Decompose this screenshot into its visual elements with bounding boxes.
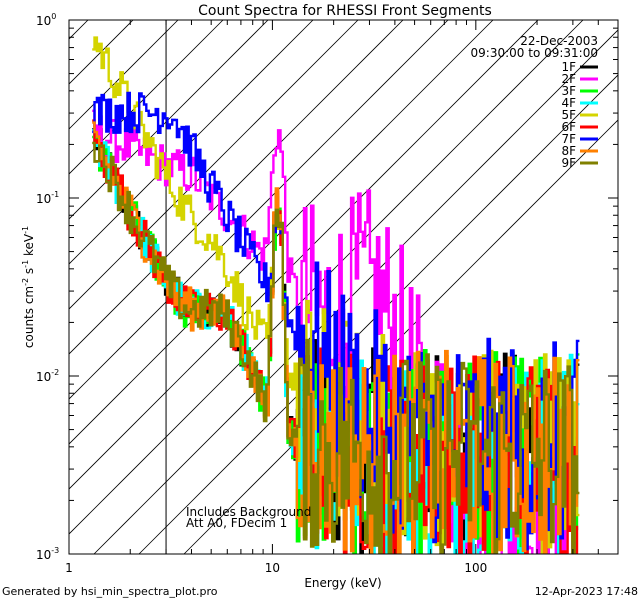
legend-label: 6F: [561, 120, 576, 134]
date-label: 22-Dec-2003: [520, 34, 598, 48]
y-axis-label: counts cm-2 s-1 keV-1: [21, 226, 36, 348]
axis-ticks: 1 10 100 100 10-1 10-2 10-3: [36, 12, 619, 575]
legend-label: 8F: [561, 144, 576, 158]
y-label-exp-3: -1: [21, 226, 30, 234]
y-tick-label: 100: [36, 12, 56, 28]
footer-timestamp: 12-Apr-2023 17:48: [535, 585, 638, 598]
legend-label: 1F: [561, 60, 576, 74]
hatch-line: [69, 20, 269, 220]
legend-label: 3F: [561, 84, 576, 98]
hatch-line: [69, 20, 89, 40]
time-range-label: 09:30:00 to 09:31:00: [471, 46, 598, 60]
plot-frame: [68, 19, 619, 555]
legend-label: 5F: [561, 108, 576, 122]
x-axis-label: Energy (keV): [304, 576, 381, 590]
hatch-line: [138, 74, 618, 554]
y-label-unit-s: s: [22, 268, 36, 278]
annotation-background: Includes Background: [186, 505, 311, 519]
series-line-7F: [92, 91, 580, 551]
legend-label: 2F: [561, 72, 576, 86]
footer-generated-by: Generated by hsi_min_spectra_plot.pro: [2, 585, 218, 598]
y-label-main: counts cm: [22, 286, 36, 348]
series-line-9F: [92, 141, 580, 554]
legend-label: 7F: [561, 132, 576, 146]
hatch-line: [69, 20, 359, 310]
chart-title: Count Spectra for RHESSI Front Segments: [198, 3, 492, 19]
y-tick-label: 10-3: [36, 546, 59, 562]
y-label-exp-2: -1: [21, 260, 30, 268]
x-tick-label: 1: [65, 561, 73, 575]
hatch-line: [93, 29, 618, 554]
legend-label: 9F: [561, 156, 576, 170]
y-label-unit-kev: keV: [22, 233, 36, 260]
annotation-attenuator: Att A0, FDecim 1: [186, 516, 287, 530]
hatch-line: [69, 20, 179, 130]
y-tick-label: 10-1: [36, 190, 59, 206]
hatch-line: [69, 20, 404, 355]
x-tick-label: 10: [265, 561, 280, 575]
hatch-line: [69, 20, 134, 85]
hatch-line: [69, 20, 314, 265]
y-tick-label: 10-2: [36, 368, 59, 384]
y-label-exp-1: -2: [21, 278, 30, 286]
series-layer: [92, 36, 580, 554]
legend-label: 4F: [561, 96, 576, 110]
hatch-line: [183, 119, 618, 554]
x-tick-label: 100: [464, 561, 487, 575]
